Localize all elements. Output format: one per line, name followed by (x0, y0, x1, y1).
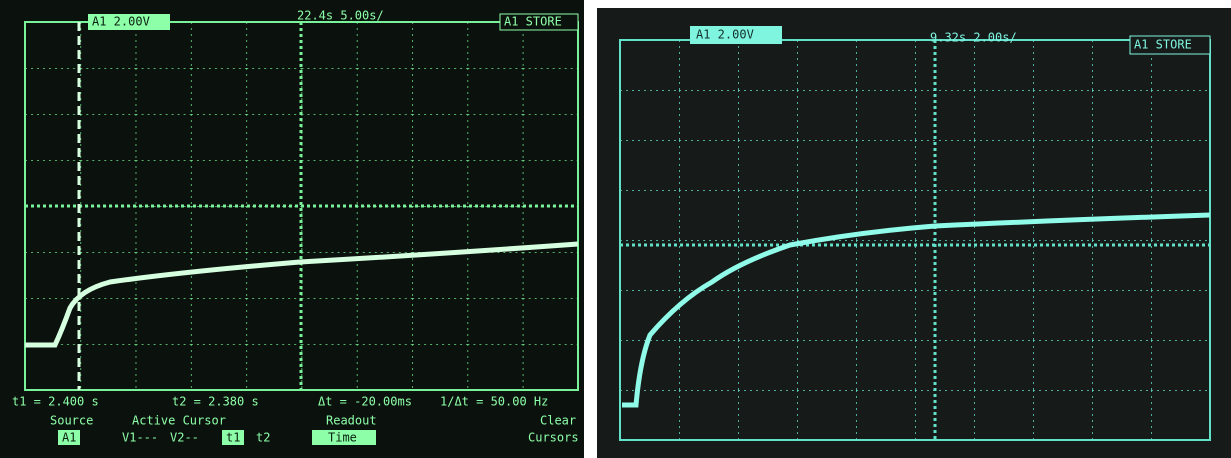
menu-label: Readout (326, 414, 377, 428)
readout-t2: t2 = 2.380 s (172, 395, 259, 409)
menu-value: Time (328, 431, 357, 445)
menu-value: V2-- (170, 431, 199, 445)
header-mode: A1 STORE (504, 15, 562, 29)
page: A1 2.00V 22.4s 5.00s/ A1 STORE t1 = 2.40… (0, 0, 1231, 458)
readout-delta: Δt = -20.00ms (318, 395, 412, 409)
header-timebase: 9.32s 2.00s/ (930, 31, 1017, 45)
menu-label: Source (50, 414, 93, 428)
readout-frequency: 1/Δt = 50.00 Hz (440, 395, 548, 409)
header-channel: A1 2.00V (696, 28, 754, 42)
menu-label: Clear (540, 414, 576, 428)
menu-value: V1--- (122, 431, 158, 445)
menu-value: t1 (226, 431, 240, 445)
header-timebase: 22.4s 5.00s/ (297, 9, 384, 23)
menu-label: Cursors (528, 431, 579, 445)
header-channel: A1 2.00V (92, 15, 150, 29)
left-scope: A1 2.00V 22.4s 5.00s/ A1 STORE t1 = 2.40… (0, 0, 584, 458)
right-scope: A1 2.00V 9.32s 2.00s/ A1 STORE (597, 8, 1231, 458)
right-grid (620, 40, 1210, 440)
readout-t1: t1 = 2.400 s (12, 395, 99, 409)
header-mode: A1 STORE (1134, 38, 1192, 52)
menu-label: Active Cursor (132, 414, 226, 428)
menu-value: t2 (256, 431, 270, 445)
menu-value: A1 (62, 431, 76, 445)
